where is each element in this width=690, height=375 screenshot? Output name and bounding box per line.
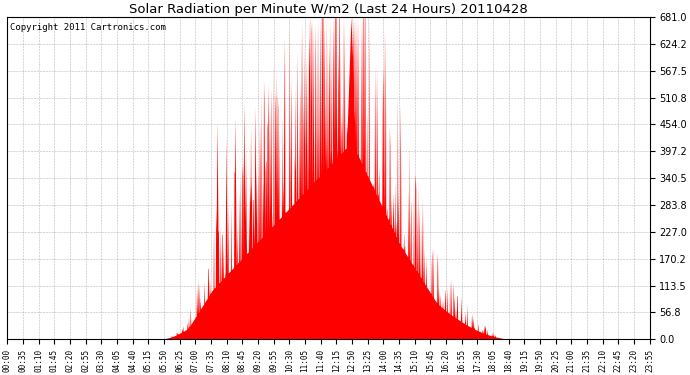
Text: Copyright 2011 Cartronics.com: Copyright 2011 Cartronics.com [10, 23, 166, 32]
Title: Solar Radiation per Minute W/m2 (Last 24 Hours) 20110428: Solar Radiation per Minute W/m2 (Last 24… [129, 3, 528, 16]
